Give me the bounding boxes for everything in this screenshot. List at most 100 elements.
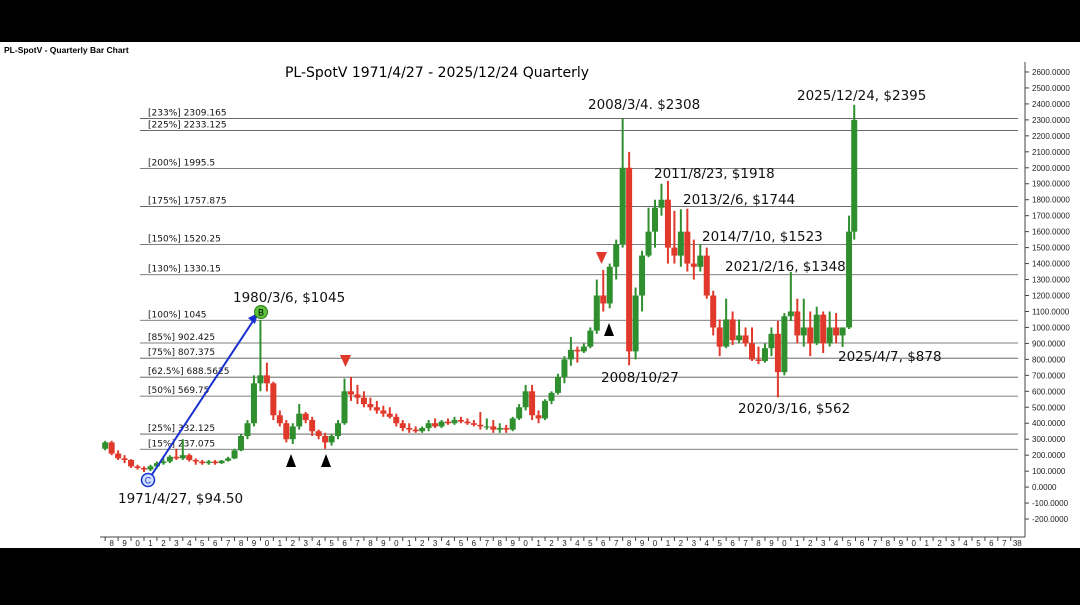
- x-tick-label: 9: [252, 539, 257, 548]
- x-tick-label: 2: [291, 539, 296, 548]
- bar-body: [445, 421, 452, 424]
- x-tick-label: 6: [860, 539, 865, 548]
- bar-body: [606, 266, 613, 304]
- annotation: 2021/2/16, $1348: [725, 259, 846, 275]
- bar-body: [503, 428, 510, 430]
- y-tick-label: 2200.0000: [1032, 132, 1070, 141]
- bar-body: [341, 391, 348, 424]
- x-tick-label: 8: [886, 539, 891, 548]
- y-tick-label: 0.0000: [1032, 483, 1057, 492]
- y-tick-label: 1400.0000: [1032, 260, 1070, 269]
- bar-body: [755, 359, 762, 361]
- markers: B C: [140, 252, 614, 488]
- marker-label: C: [145, 476, 152, 486]
- annotation: 2014/7/10, $1523: [702, 229, 823, 245]
- bar-body: [406, 428, 413, 430]
- bar-body: [567, 349, 574, 360]
- bar-body: [470, 423, 477, 425]
- level-label: [225%] 2233.125: [148, 121, 227, 131]
- x-tick-label: 7: [743, 539, 748, 548]
- bar-body: [742, 335, 749, 344]
- bar-body: [548, 392, 555, 401]
- x-tick-label: 5: [976, 539, 981, 548]
- y-tick-label: 1300.0000: [1032, 276, 1070, 285]
- bar-body: [677, 231, 684, 256]
- x-tick-label: 7: [614, 539, 619, 548]
- x-tick-label: 1: [924, 539, 929, 548]
- y-tick-label: 1700.0000: [1032, 212, 1070, 221]
- x-tick-label: 2: [937, 539, 942, 548]
- x-tick-label: 2: [679, 539, 684, 548]
- bar-body: [554, 376, 561, 393]
- plot-layer: [233%] 2309.165 [225%] 2233.125 [200%] 199…: [102, 68, 1070, 548]
- bar-body: [160, 461, 167, 464]
- level-label: [233%] 2309.165: [148, 108, 227, 118]
- bar-body: [432, 423, 439, 427]
- y-tick-label: 2500.0000: [1032, 84, 1070, 93]
- bar-body: [509, 418, 516, 430]
- y-tick-label: 1500.0000: [1032, 244, 1070, 253]
- bar-body: [134, 466, 141, 468]
- bar-body: [367, 404, 374, 408]
- x-tick-label: 4: [575, 539, 580, 548]
- bar-body: [684, 231, 691, 264]
- bar-body: [102, 442, 109, 449]
- x-tick-label: 3: [950, 539, 955, 548]
- x-tick-label: 6: [601, 539, 606, 548]
- x-tick-label: 1: [278, 539, 283, 548]
- y-tick-label: 1100.0000: [1032, 307, 1070, 316]
- x-tick-label: 3: [174, 539, 179, 548]
- bar-body: [516, 407, 523, 419]
- bar-body: [244, 423, 251, 437]
- bar-body: [652, 207, 658, 232]
- x-tick-label: 38: [1013, 539, 1022, 548]
- bar-body: [276, 415, 283, 424]
- annotation: 2025/12/24, $2395: [797, 88, 926, 104]
- x-tick-label: 7: [355, 539, 360, 548]
- bar-body: [490, 426, 497, 430]
- bar-body: [529, 391, 536, 416]
- x-tick-label: 2: [549, 539, 554, 548]
- bar-body: [140, 467, 147, 470]
- bar-body: [496, 428, 503, 430]
- bar-body: [399, 423, 406, 429]
- x-tick-label: 0: [394, 539, 399, 548]
- x-tick-label: 5: [329, 539, 334, 548]
- bar-body: [535, 415, 542, 419]
- bar-body: [335, 423, 342, 437]
- bar-body: [749, 343, 756, 360]
- bar-body: [768, 333, 775, 349]
- marker-label: B: [258, 308, 264, 318]
- bar-body: [794, 311, 801, 336]
- bar-body: [283, 423, 290, 440]
- x-tick-label: 3: [562, 539, 567, 548]
- x-tick-label: 4: [834, 539, 839, 548]
- bar-body: [309, 420, 316, 432]
- bar-body: [729, 319, 736, 341]
- bar-body: [393, 416, 400, 424]
- marker-circle: [140, 472, 156, 488]
- bar-body: [483, 426, 490, 428]
- x-tick-label: 8: [627, 539, 632, 548]
- bar-body: [270, 383, 277, 416]
- x-tick-label: 8: [239, 539, 244, 548]
- bar-body: [128, 459, 135, 467]
- level-label: [15%] 237.075: [148, 439, 215, 449]
- annotation: 2011/8/23, $1918: [654, 166, 775, 182]
- x-tick-label: 5: [200, 539, 205, 548]
- bar-body: [800, 327, 807, 336]
- up-triangle: [286, 454, 296, 467]
- bar-body: [373, 407, 380, 411]
- x-tick-label: 1: [148, 539, 153, 548]
- bar-body: [315, 431, 322, 437]
- bar-body: [787, 311, 794, 317]
- x-tick-label: 7: [226, 539, 231, 548]
- bar-body: [199, 461, 206, 464]
- bar-body: [263, 375, 270, 384]
- y-tick-label: 2600.0000: [1032, 68, 1070, 77]
- x-tick-label: 2: [161, 539, 166, 548]
- chart-panel: [0, 42, 1080, 548]
- x-tick-label: 6: [472, 539, 477, 548]
- y-tick-label: 1200.0000: [1032, 292, 1070, 301]
